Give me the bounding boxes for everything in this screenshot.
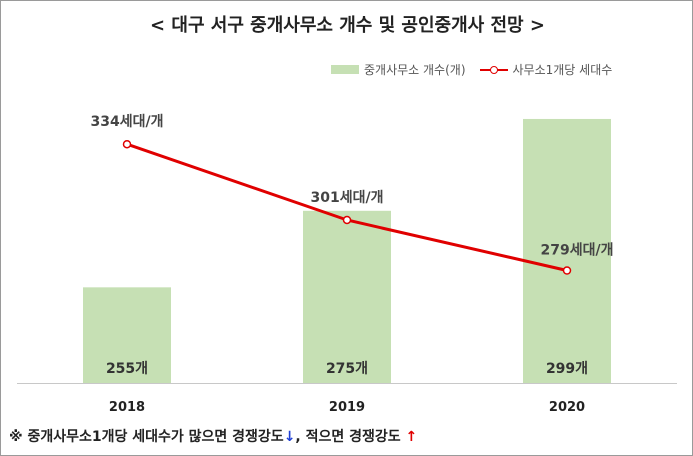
bar-2020 <box>523 118 611 384</box>
footnote: ※ 중개사무소1개당 세대수가 많으면 경쟁강도↓, 적으면 경쟁강도 ↑ <box>9 426 417 446</box>
line-point-2018 <box>122 139 132 149</box>
x-tick-label: 2019 <box>329 400 365 415</box>
line-value-label: 334세대/개 <box>91 114 164 130</box>
legend-item-bar: 중개사무소 개수(개) <box>331 61 466 78</box>
line-value-label: 279세대/개 <box>541 242 614 258</box>
bar-2019 <box>303 210 391 383</box>
line-point-2019 <box>342 215 352 225</box>
legend-line-label: 사무소1개당 세대수 <box>512 63 613 77</box>
x-tick-label: 2018 <box>109 400 145 415</box>
bar-value-label: 255개 <box>106 361 148 377</box>
chart-legend: 중개사무소 개수(개) 사무소1개당 세대수 <box>331 61 626 78</box>
line-point-2020 <box>562 266 572 275</box>
chart-title: < 대구 서구 중개사무소 개수 및 공인중개사 전망 > <box>150 15 545 36</box>
legend-item-line: 사무소1개당 세대수 <box>479 61 613 78</box>
footnote-text-1: ※ 중개사무소1개당 세대수가 많으면 경쟁강도 <box>9 429 284 445</box>
bar-2018 <box>83 287 171 383</box>
legend-bar-swatch <box>331 65 359 74</box>
bar-value-label: 299개 <box>546 361 588 377</box>
arrow-down-icon: ↓ <box>283 429 296 445</box>
x-tick-label: 2020 <box>549 400 585 415</box>
legend-line-swatch <box>479 65 508 75</box>
legend-bar-label: 중개사무소 개수(개) <box>364 63 466 77</box>
footnote-text-2: , 적으면 경쟁강도 <box>295 429 406 445</box>
line-value-label: 301세대/개 <box>311 190 384 206</box>
arrow-up-icon: ↑ <box>405 429 418 445</box>
bar-value-label: 275개 <box>326 361 368 377</box>
